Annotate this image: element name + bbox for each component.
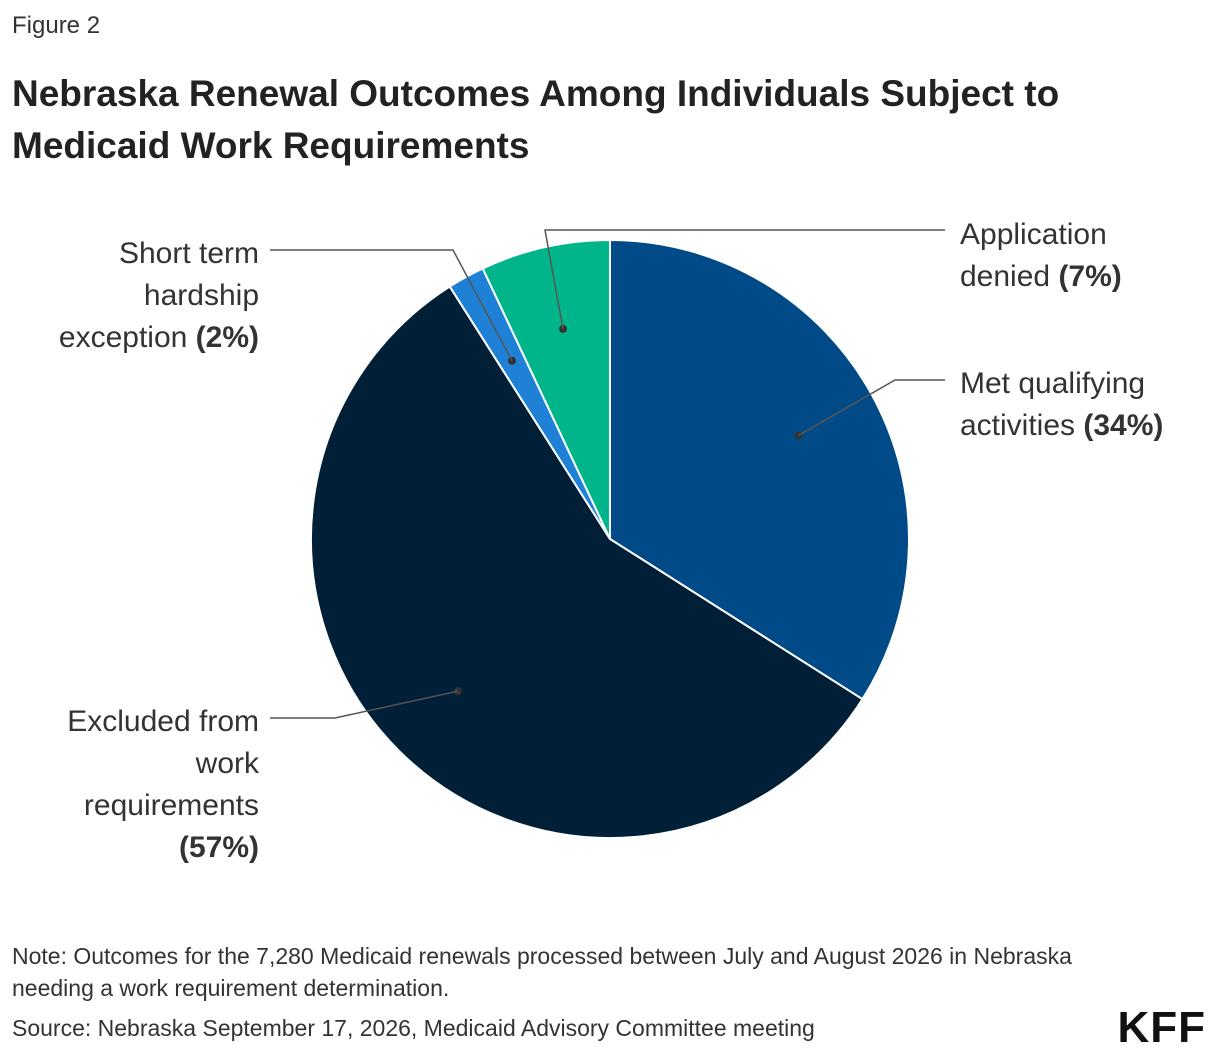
- slice-name-part: work: [195, 747, 260, 780]
- slice-labels: Met qualifying activities (34%) Excluded f…: [59, 218, 1164, 864]
- leader-line: [270, 249, 513, 362]
- pie-slice-met-qualifying-activities: [609, 238, 910, 701]
- chart-note: Note: Outcomes for the 7,280 Medicaid re…: [12, 943, 1072, 1001]
- slice-name-part: denied: [960, 260, 1058, 293]
- slice-name-part: exception: [59, 321, 196, 354]
- chart-source: Source: Nebraska September 17, 2026, Med…: [12, 1015, 815, 1041]
- leader-line: [544, 229, 945, 330]
- slice-percent: (2%): [196, 321, 259, 354]
- leader-line: [798, 379, 945, 436]
- figure-label: Figure 2: [12, 12, 101, 39]
- slice-label: Application denied (7%): [960, 218, 1122, 293]
- leader-lines: [270, 229, 945, 719]
- pie-chart: Met qualifying activities (34%) Excluded f…: [59, 218, 1164, 864]
- pie-slices: [309, 238, 910, 840]
- pie-slice-application-denied: [481, 238, 611, 540]
- slice-name-part: requirements: [84, 789, 259, 822]
- slice-label: Excluded from work requirements (57%): [67, 705, 260, 864]
- slice-percent: (34%): [1083, 409, 1163, 442]
- slice-percent: (57%): [179, 831, 259, 864]
- slice-name-part: Application: [960, 218, 1107, 251]
- slice-name-part: activities: [960, 409, 1083, 442]
- slice-name-part: Excluded from: [67, 705, 259, 738]
- slice-label: Met qualifying activities (34%): [960, 367, 1163, 442]
- slice-label: Short term hardship exception (2%): [59, 237, 259, 354]
- pie-slice-excluded-from-work-requirements: [309, 285, 864, 840]
- slice-percent: (7%): [1058, 260, 1121, 293]
- leader-line: [270, 690, 458, 719]
- kff-logo: KFF: [1117, 1003, 1206, 1052]
- slice-name-part: hardship: [144, 279, 259, 312]
- slice-name-part: Short term: [119, 237, 259, 270]
- slice-name-part: Met qualifying: [960, 367, 1145, 400]
- chart-title: Nebraska Renewal Outcomes Among Individu…: [12, 73, 1060, 166]
